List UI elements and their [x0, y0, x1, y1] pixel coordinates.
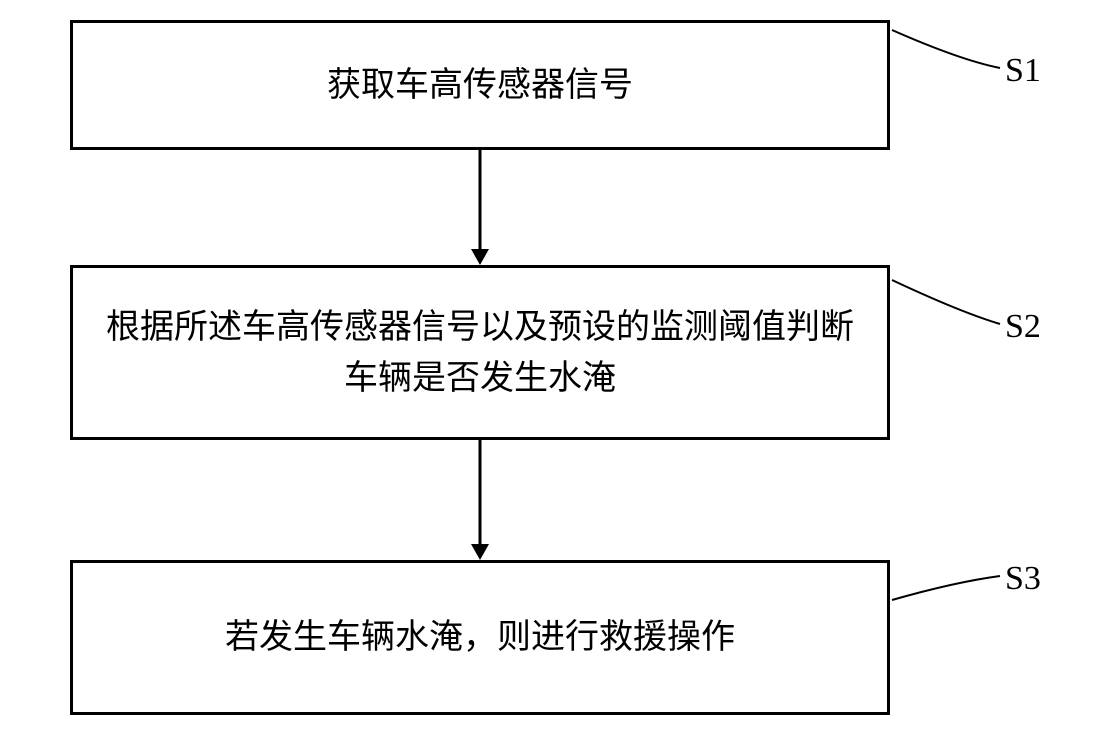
flow-node-s1: 获取车高传感器信号 [70, 20, 890, 150]
flow-node-s2: 根据所述车高传感器信号以及预设的监测阈值判断车辆是否发生水淹 [70, 265, 890, 440]
flowchart-canvas: 获取车高传感器信号 S1 根据所述车高传感器信号以及预设的监测阈值判断车辆是否发… [0, 0, 1106, 743]
step-label-s3: S3 [1005, 560, 1041, 598]
step-label-s2: S2 [1005, 308, 1041, 346]
step-label-s1: S1 [1005, 52, 1041, 90]
flow-node-s3-text: 若发生车辆水淹，则进行救援操作 [225, 612, 735, 663]
flow-node-s1-text: 获取车高传感器信号 [327, 60, 633, 111]
flow-node-s3: 若发生车辆水淹，则进行救援操作 [70, 560, 890, 715]
flow-node-s2-text: 根据所述车高传感器信号以及预设的监测阈值判断车辆是否发生水淹 [97, 302, 863, 404]
